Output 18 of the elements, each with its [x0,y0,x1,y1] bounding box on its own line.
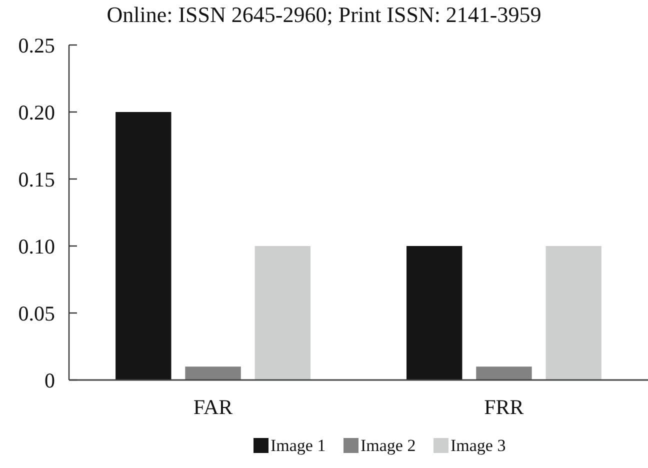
chart-title: Online: ISSN 2645-2960; Print ISSN: 2141-3959 [106,2,542,27]
legend-label: Image 1 [270,436,326,455]
legend-label: Image 2 [360,436,416,455]
bar [254,246,310,380]
legend-label: Image 3 [450,436,506,455]
y-tick-label: 0.10 [18,234,55,258]
y-tick-label: 0.25 [18,33,55,58]
y-tick-label: 0.20 [18,100,55,124]
x-tick-label: FRR [484,395,524,419]
bar [406,246,462,380]
y-tick-label: 0.05 [18,301,55,326]
bar [476,366,532,380]
bar [185,366,241,380]
y-tick-label: 0.15 [18,167,55,192]
bar [546,246,602,380]
y-tick-label: 0 [44,368,55,392]
x-tick-label: FAR [193,395,233,419]
bar [116,112,172,380]
